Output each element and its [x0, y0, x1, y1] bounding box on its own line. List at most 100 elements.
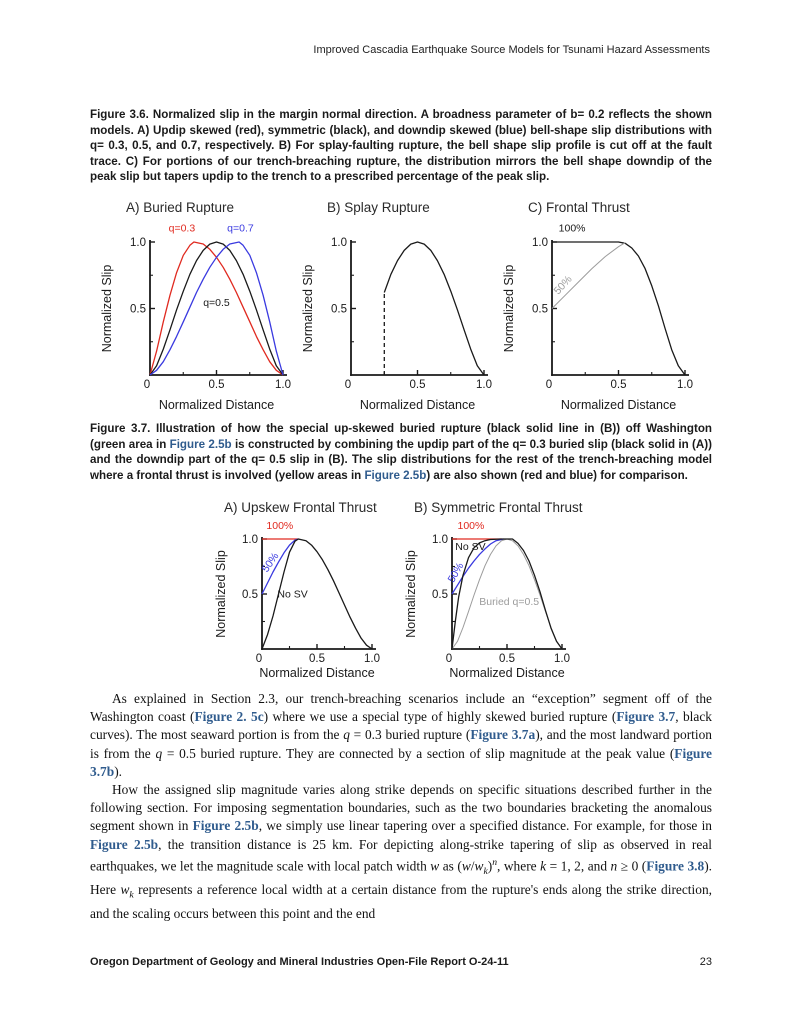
text-run: w: [474, 858, 484, 874]
x-axis-label: Normalized Distance: [360, 398, 475, 412]
x-tick-label: 0.5: [410, 379, 426, 391]
panel-plot-svg: 0.5 1.0 0 0.5 1.0 Normalized Slip Normalized D…: [404, 522, 570, 680]
text-run: k: [540, 858, 547, 874]
x-tick-label: 0: [446, 653, 452, 665]
plot-annotation: 50%: [552, 273, 575, 297]
text-run: ). Here: [90, 858, 713, 898]
y-tick-label: 1.0: [130, 237, 146, 249]
y-axis-label: Normalized Slip: [404, 550, 418, 638]
figure-reference-link[interactable]: Figure 2.5b: [364, 468, 427, 482]
page-number: 23: [699, 956, 712, 968]
figure-3-7-panels: A) Upskew Frontal Thrust 0.5 1.0 0 0.5 1.0 Nor…: [212, 498, 592, 680]
panel-title: B) Symmetric Frontal Thrust: [414, 500, 583, 515]
y-axis-label: Normalized Slip: [100, 265, 114, 353]
text-run: = 0.5 buried rupture. They are connected…: [162, 745, 675, 761]
y-axis-label: Normalized Slip: [502, 265, 516, 353]
text-run: /: [470, 858, 475, 874]
y-tick-label: 0.5: [532, 304, 548, 316]
curve-50-taper-curve: [451, 538, 504, 595]
x-tick-label: 0.5: [209, 379, 225, 391]
curve-bell-slip-cut-off-at-fault-trace: [383, 241, 485, 376]
text-run: ≥ 0 (: [617, 858, 647, 874]
paragraph-2: How the assigned slip magnitude varies a…: [90, 781, 712, 923]
figure-reference-link[interactable]: Figure 3.8: [646, 858, 705, 874]
curve-symmetric-buried-slip-q-0-5: [149, 241, 284, 376]
figure-reference-link[interactable]: Figure 3.7b: [90, 745, 712, 779]
text-run: k: [129, 889, 134, 901]
text-run: ).: [114, 763, 122, 779]
text-run: ) where we use a special type of highly …: [263, 709, 617, 725]
x-tick-label: 0.5: [611, 379, 627, 391]
figure-3-6-panels: A) Buried Rupture 0.5 1.0 0 0.5 1.0 Normalized…: [98, 198, 701, 412]
text-run: , where: [497, 858, 541, 874]
text-run: n: [610, 858, 618, 874]
figure-reference-link[interactable]: Figure 3.7: [616, 709, 676, 725]
figure-reference-link[interactable]: Figure 2. 5c: [194, 709, 264, 725]
curve-buried-q-0-5-slip: [451, 538, 563, 650]
text-run: q: [343, 727, 350, 743]
text-run: q: [155, 745, 163, 761]
text-run: Figure 3.6. Normalized slip in the margi…: [90, 108, 712, 184]
y-tick-label: 0.5: [130, 304, 146, 316]
panel-title: A) Buried Rupture: [126, 200, 235, 215]
x-tick-label: 1.0: [677, 379, 693, 391]
text-run: represents a reference local width at a …: [90, 882, 712, 922]
x-tick-label: 1.0: [554, 653, 570, 665]
x-tick-label: 0: [546, 379, 552, 391]
x-axis-label: Normalized Distance: [259, 666, 374, 680]
text-run: , black curves). The most seaward portio…: [90, 709, 712, 743]
y-tick-label: 1.0: [532, 237, 548, 249]
plot-annotation: q=0.5: [203, 297, 230, 309]
x-tick-label: 1.0: [364, 653, 380, 665]
plot-annotation: q=0.7: [227, 222, 254, 234]
y-axis-label: Normalized Slip: [301, 265, 315, 353]
figure-3-6-panel-c: C) Frontal Thrust 0.5 1.0 0 0.5 1.0 Normalized…: [500, 198, 701, 412]
figure-reference-link[interactable]: Figure 2.5b: [169, 437, 232, 451]
y-tick-label: 1.0: [242, 534, 258, 546]
x-tick-label: 1.0: [275, 379, 291, 391]
curve-downdip-skewed-buried-slip-q-0-7: [149, 241, 284, 376]
y-tick-label: 0.5: [242, 589, 258, 601]
text-run: w: [120, 882, 130, 898]
x-axis-label: Normalized Distance: [159, 398, 274, 412]
running-header: Improved Cascadia Earthquake Source Mode…: [313, 44, 710, 56]
plot-annotation: Buried q=0.5: [479, 596, 539, 608]
text-run: How the assigned slip magnitude varies a…: [90, 782, 712, 834]
curve-50-taper-curve: [261, 538, 299, 595]
figure-3-7-panel-b: B) Symmetric Frontal Thrust 0.5 1.0 0 0.5 1.0…: [402, 498, 592, 680]
text-run: = 1, 2, and: [546, 858, 611, 874]
text-run: ) are also shown (red and blue) for comp…: [426, 468, 688, 482]
figure-reference-link[interactable]: Figure 2.5b: [192, 818, 259, 834]
x-tick-label: 0: [345, 379, 351, 391]
figure-3-7-caption: Figure 3.7. Illustration of how the spec…: [90, 421, 712, 483]
body-text: As explained in Section 2.3, our trench-…: [90, 690, 712, 923]
panel-plot-svg: 0.5 1.0 0 0.5 1.0 Normalized Slip Normalized D…: [502, 222, 693, 412]
figure-3-7-panel-a: A) Upskew Frontal Thrust 0.5 1.0 0 0.5 1.0 Nor…: [212, 498, 402, 680]
y-axis-label: Normalized Slip: [214, 550, 228, 638]
y-tick-label: 1.0: [432, 534, 448, 546]
text-run: , the transition distance is 25 km. For …: [90, 836, 712, 874]
y-tick-label: 0.5: [331, 304, 347, 316]
text-run: w: [430, 858, 440, 874]
plot-annotation: 100%: [559, 222, 586, 234]
y-tick-label: 1.0: [331, 237, 347, 249]
curve-no-sv-symmetric-frontal-thrust: [451, 538, 563, 650]
text-run: k: [483, 865, 488, 877]
x-tick-label: 0: [144, 379, 150, 391]
figure-reference-link[interactable]: Figure 3.7a: [470, 727, 536, 743]
text-run: As explained in Section 2.3, our trench-…: [90, 691, 712, 725]
x-tick-label: 0: [256, 653, 262, 665]
plot-annotation: No SV: [455, 541, 485, 553]
text-run: w: [461, 858, 471, 874]
text-run: , we simply use linear tapering over a s…: [258, 818, 712, 834]
figure-3-6-panel-b: B) Splay Rupture 0.5 1.0 0 0.5 1.0 Normalized …: [299, 198, 500, 412]
panel-plot-svg: 0.5 1.0 0 0.5 1.0 Normalized Slip Normalized D…: [100, 222, 291, 412]
panel-title: A) Upskew Frontal Thrust: [224, 500, 377, 515]
panel-title: B) Splay Rupture: [327, 200, 430, 215]
panel-title: C) Frontal Thrust: [528, 200, 630, 215]
x-tick-label: 1.0: [476, 379, 492, 391]
curve-no-sv-upskewed-buried-rupture: [261, 538, 373, 650]
text-run: is constructed by combining the updip pa…: [90, 437, 712, 482]
plot-annotation: 100%: [458, 522, 485, 532]
figure-reference-link[interactable]: Figure 2.5b: [90, 836, 159, 852]
